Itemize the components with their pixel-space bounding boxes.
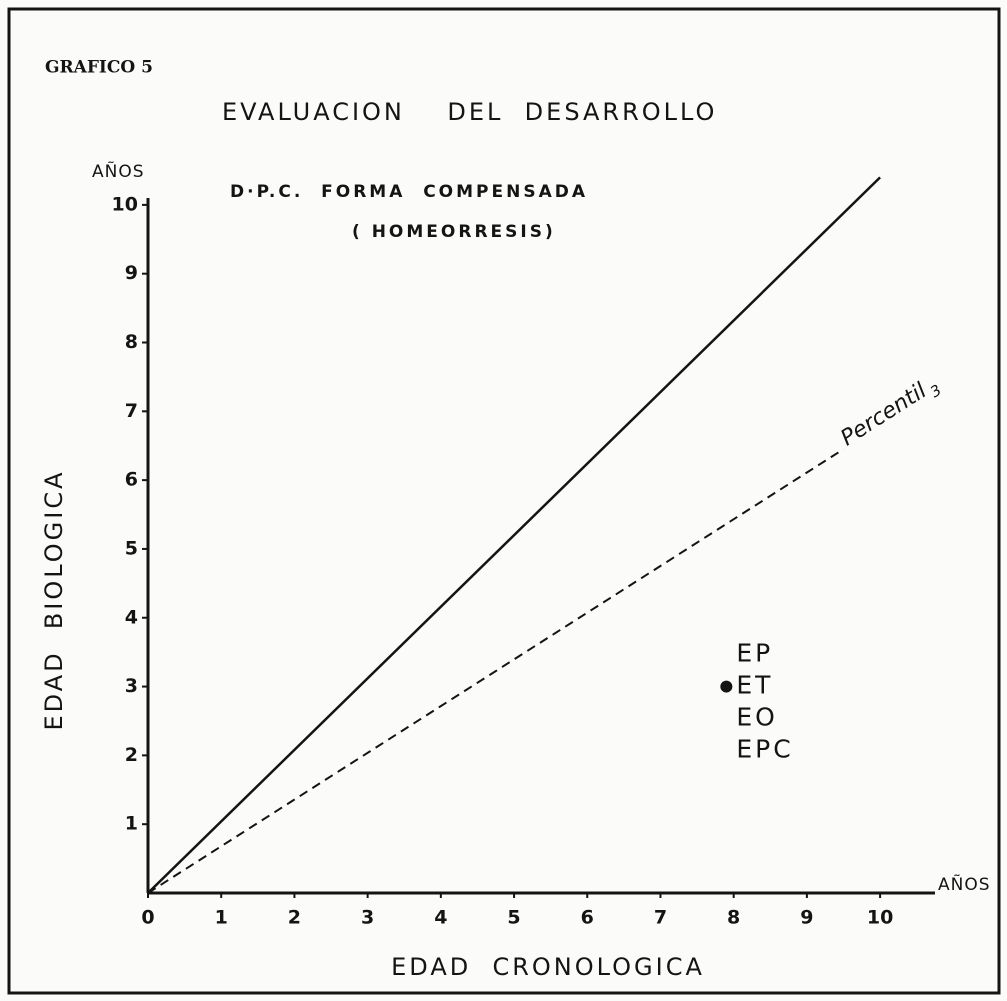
figure-label: GRAFICO 5 (45, 58, 153, 78)
x-axis-label: EDAD CRONOLOGICA (391, 953, 705, 981)
x-tick-label: 9 (800, 907, 813, 929)
y-tick-label: 10 (112, 193, 138, 215)
line-series (147, 448, 845, 894)
y-tick-label: 4 (125, 606, 138, 628)
y-tick-label: 2 (125, 744, 138, 766)
annotation-text: Percentil (836, 378, 931, 451)
y-tick-label: 3 (125, 675, 138, 697)
point-label: ET (736, 671, 773, 700)
y-unit: AÑOS (92, 160, 145, 182)
subtitle: ( HOMEORRESIS) (352, 222, 556, 242)
x-tick-label: 10 (867, 907, 893, 929)
frame (7, 7, 1001, 995)
y-tick-label: 6 (125, 469, 138, 491)
point-label: EO (736, 703, 777, 732)
y-tick-label: 8 (125, 331, 138, 353)
x-tick-label: 8 (727, 907, 740, 929)
x-unit: AÑOS (938, 873, 991, 895)
y-axis-label: EDAD BIOLOGICA (40, 469, 68, 730)
x-tick-label: 3 (361, 907, 374, 929)
chart-title: EVALUACION DEL DESARROLLO (222, 98, 717, 126)
subtitle: D·P.C. FORMA COMPENSADA (230, 182, 588, 202)
x-tick-label: 6 (581, 907, 594, 929)
line-series (147, 176, 881, 894)
point-label: EP (736, 639, 773, 668)
y-tick-label: 5 (125, 537, 138, 559)
x-tick-label: 7 (654, 907, 667, 929)
x-tick-label: 4 (434, 907, 447, 929)
x-tick-label: 2 (288, 907, 301, 929)
x-tick-label: 0 (141, 907, 154, 929)
point-label: EPC (736, 735, 793, 764)
data-point (720, 680, 733, 693)
y-tick-label: 1 (125, 813, 138, 835)
y-tick-label: 7 (125, 400, 138, 422)
x-tick-label: 5 (507, 907, 520, 929)
y-tick-label: 9 (125, 262, 138, 284)
x-tick-label: 1 (215, 907, 228, 929)
